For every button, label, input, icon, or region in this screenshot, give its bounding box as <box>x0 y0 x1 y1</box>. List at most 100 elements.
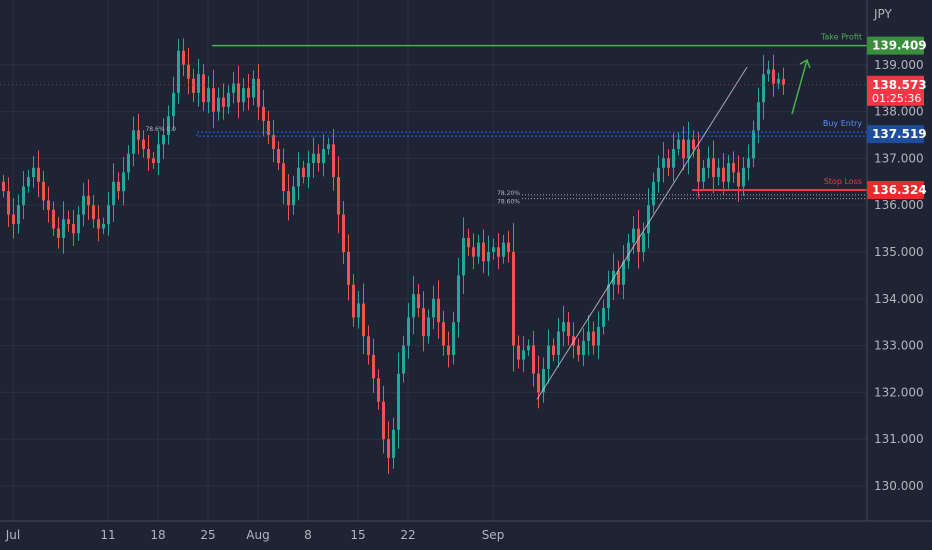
candle <box>147 134 150 172</box>
candle-body <box>327 144 330 150</box>
candle-body <box>117 181 120 192</box>
candle-body <box>412 294 415 318</box>
candle <box>137 113 140 155</box>
candle-body <box>142 139 145 150</box>
take-profit-tag-bg <box>867 36 924 55</box>
candle <box>737 155 740 202</box>
stop-loss-tag: 136.324 <box>867 181 927 200</box>
candle-body <box>482 242 485 262</box>
candle-body <box>217 97 220 112</box>
take-profit-label: Take Profit <box>820 33 862 42</box>
time-tick-label: Jul <box>5 528 20 542</box>
candle-body <box>67 219 70 224</box>
candle-body <box>197 74 200 93</box>
candle-body <box>657 167 660 182</box>
candle-body <box>517 345 520 360</box>
candle <box>682 126 685 171</box>
time-tick-label: 8 <box>304 528 312 542</box>
candle-body <box>772 69 775 84</box>
candle-body <box>677 139 680 150</box>
candle-body <box>767 69 770 75</box>
candle <box>532 331 535 387</box>
candle <box>207 75 210 114</box>
candle-body <box>357 303 360 318</box>
candle <box>342 200 345 265</box>
time-tick-label: 15 <box>350 528 365 542</box>
candle-body <box>172 92 175 117</box>
time-tick-label: Aug <box>246 528 269 542</box>
candle <box>507 230 510 263</box>
candle <box>227 85 230 114</box>
candle <box>642 222 645 262</box>
candle-body <box>432 298 435 318</box>
candle-body <box>562 322 565 332</box>
current-price-tag-bg <box>867 75 924 106</box>
candle <box>482 229 485 274</box>
candle <box>52 201 55 237</box>
candle-body <box>297 167 300 187</box>
candle-body <box>82 195 85 215</box>
candle-body <box>237 83 240 103</box>
buy-entry-tag: 137.519 <box>867 125 927 144</box>
candle <box>352 274 355 327</box>
candle-body <box>2 181 5 192</box>
candle <box>657 155 660 193</box>
candle-body <box>457 275 460 323</box>
candle-body <box>32 167 35 178</box>
candle-body <box>37 167 40 182</box>
candle <box>182 38 185 76</box>
candle <box>692 130 695 158</box>
candle-body <box>397 373 400 430</box>
candle-body <box>262 106 265 121</box>
candle-body <box>87 195 90 206</box>
candle-body <box>707 158 710 168</box>
candle <box>117 172 120 200</box>
time-tick-label: 25 <box>200 528 215 542</box>
candle-body <box>352 284 355 318</box>
candle-body <box>107 205 110 224</box>
candle <box>537 355 540 409</box>
candle-body <box>442 322 445 346</box>
candle <box>772 54 775 97</box>
candle-body <box>382 401 385 440</box>
candle-body <box>187 64 190 79</box>
candle <box>122 156 125 206</box>
candle-body <box>227 92 230 107</box>
candle <box>197 58 200 107</box>
candle-body <box>557 331 560 355</box>
candle <box>267 110 270 145</box>
candle <box>452 311 455 365</box>
price-axis[interactable]: 139.000 138.000 137.000 136.000 135.000 134.0… <box>874 58 924 493</box>
candle <box>107 192 110 236</box>
candle-body <box>92 205 95 220</box>
candle-body <box>252 78 255 98</box>
candle <box>757 87 760 144</box>
candle <box>782 67 785 95</box>
time-axis[interactable]: Jul 11 18 25 Aug 8 15 22 Sep <box>5 528 505 542</box>
candle <box>37 150 40 198</box>
price-tick-label: 133.000 <box>874 339 924 353</box>
candle-body <box>152 158 155 164</box>
candle-body <box>547 345 550 369</box>
candle <box>302 160 305 184</box>
candle-body <box>97 219 100 229</box>
candle-body <box>22 186 25 206</box>
candle <box>662 141 665 183</box>
candle <box>762 54 765 120</box>
stop-loss-tag-value: 136.324 <box>872 183 927 197</box>
candle-body <box>62 219 65 238</box>
candle-body <box>232 83 235 93</box>
candle <box>257 64 260 120</box>
price-tick-label: 131.000 <box>874 432 924 446</box>
candle-body <box>662 158 665 168</box>
stop-loss-tag-bg <box>867 181 924 200</box>
candle <box>287 174 290 221</box>
candle-body <box>267 120 270 135</box>
candle-body <box>347 251 350 285</box>
candle-body <box>652 181 655 206</box>
candle <box>467 228 470 256</box>
candle <box>32 156 35 188</box>
candle <box>442 310 445 356</box>
candle-body <box>522 350 525 360</box>
